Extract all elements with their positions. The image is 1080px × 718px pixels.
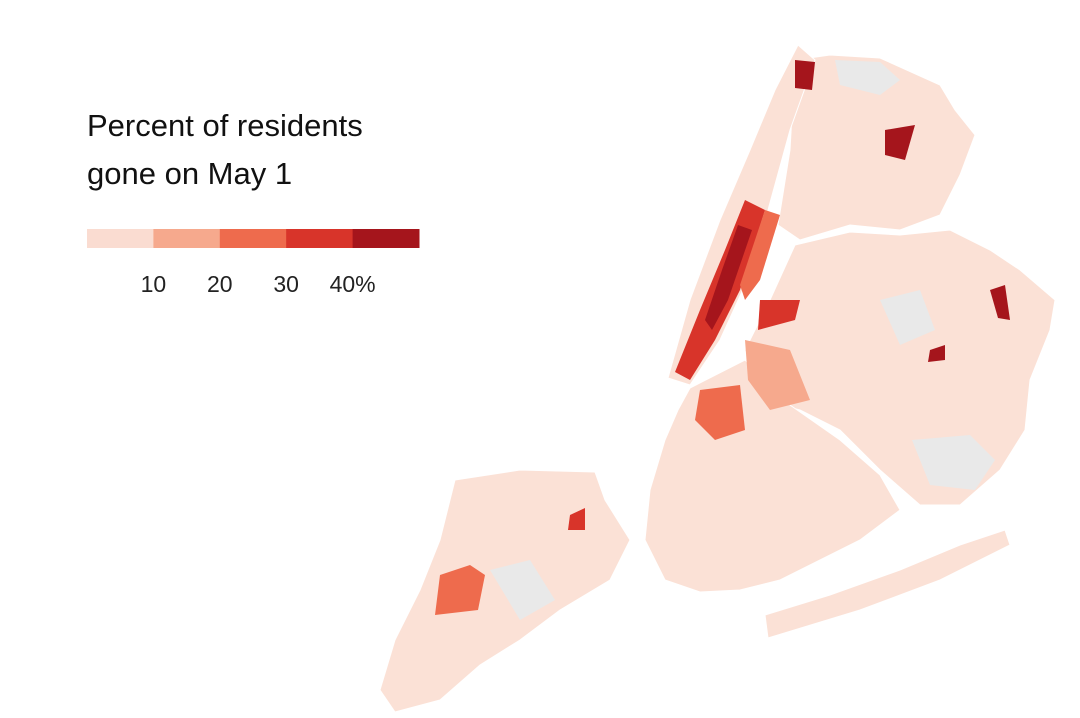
rockaways: [764, 529, 1011, 639]
legend-swatch: [153, 229, 221, 248]
area: [885, 125, 915, 160]
legend-tick-label: 40%: [330, 271, 376, 297]
area: [795, 60, 815, 90]
legend-swatch: [352, 229, 420, 248]
area: [758, 300, 800, 330]
legend-tick-label: 10: [141, 271, 167, 297]
bronx: [777, 54, 976, 241]
area: [928, 345, 945, 362]
legend-swatch: [87, 229, 154, 248]
map: [379, 44, 1056, 713]
park: [835, 60, 900, 95]
park: [912, 435, 995, 490]
legend-title: gone on May 1: [87, 156, 292, 191]
legend-tick-label: 30: [273, 271, 299, 297]
area: [705, 225, 752, 330]
park: [490, 560, 555, 620]
area: [435, 565, 485, 615]
area: [695, 385, 745, 440]
legend: Percent of residents gone on May 1 10 20 3…: [87, 108, 420, 297]
area: [568, 508, 585, 530]
area: [990, 285, 1010, 320]
area: [740, 210, 780, 300]
legend-swatch: [219, 229, 287, 248]
legend-swatch: [286, 229, 354, 248]
legend-title: Percent of residents: [87, 108, 363, 143]
park: [880, 290, 935, 345]
legend-tick-label: 20: [207, 271, 233, 297]
area: [745, 340, 810, 410]
